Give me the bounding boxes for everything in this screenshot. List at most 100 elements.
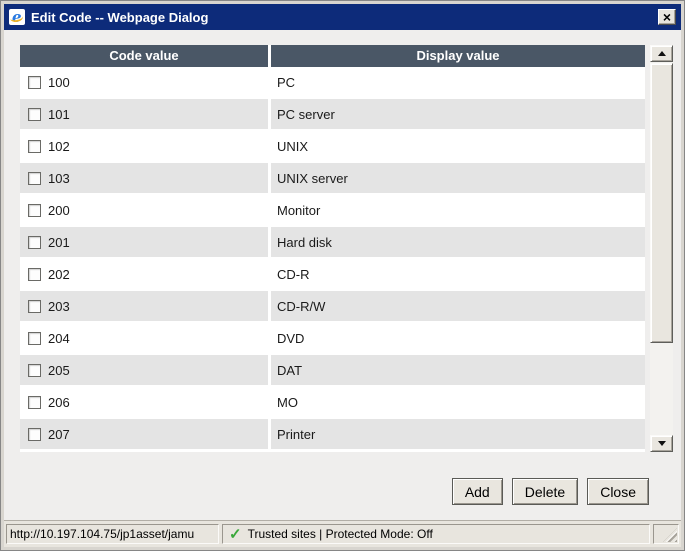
display-value: Printer <box>277 426 316 442</box>
table-row: 204 DVD <box>20 323 645 353</box>
code-value: 207 <box>48 426 70 442</box>
display-cell: MO <box>271 387 645 417</box>
add-button[interactable]: Add <box>451 478 503 505</box>
code-value: 203 <box>48 298 70 314</box>
code-cell: 204 <box>20 323 268 353</box>
dialog-inner: Edit Code -- Webpage Dialog × Code value… <box>4 4 681 547</box>
display-value: MO <box>277 394 298 410</box>
row-checkbox[interactable] <box>28 267 41 281</box>
table-row: 202 CD-R <box>20 259 645 289</box>
table-header-row: Code value Display value <box>20 45 645 67</box>
row-checkbox[interactable] <box>28 235 41 249</box>
row-checkbox[interactable] <box>28 171 41 185</box>
scroll-up-button[interactable] <box>650 45 673 62</box>
code-table: Code value Display value 100 PC 101 PC s… <box>20 45 645 452</box>
row-checkbox[interactable] <box>28 107 41 121</box>
code-value: 204 <box>48 330 70 346</box>
dialog-title: Edit Code -- Webpage Dialog <box>31 9 209 25</box>
button-row: Add Delete Close <box>451 478 649 505</box>
display-cell: DVD <box>271 323 645 353</box>
code-cell: 201 <box>20 227 268 257</box>
status-grip-panel <box>653 524 679 544</box>
row-checkbox[interactable] <box>28 363 41 377</box>
down-arrow-icon <box>657 441 666 446</box>
code-cell: 202 <box>20 259 268 289</box>
table-row: 207 Printer <box>20 419 645 449</box>
table-row: 201 Hard disk <box>20 227 645 257</box>
row-checkbox[interactable] <box>28 331 41 345</box>
display-value: UNIX <box>277 138 309 154</box>
display-cell: UNIX server <box>271 163 645 193</box>
dialog-body: Code value Display value 100 PC 101 PC s… <box>4 30 681 520</box>
display-cell: Hard disk <box>271 227 645 257</box>
display-cell: Monitor <box>271 195 645 225</box>
code-value: 101 <box>48 106 70 122</box>
code-cell: 100 <box>20 67 268 97</box>
display-value: PC server <box>277 106 335 122</box>
table-row: 206 MO <box>20 387 645 417</box>
display-value: Monitor <box>277 202 321 218</box>
code-cell: 207 <box>20 419 268 449</box>
code-cell: 203 <box>20 291 268 321</box>
row-checkbox[interactable] <box>28 299 41 313</box>
close-button[interactable]: Close <box>587 478 649 505</box>
vertical-scrollbar[interactable] <box>650 45 673 452</box>
display-value: DVD <box>277 330 305 346</box>
status-url-panel: http://10.197.104.75/jp1asset/jamu <box>6 524 219 544</box>
trusted-check-icon: ✓ <box>229 525 242 543</box>
status-zone-text: Trusted sites | Protected Mode: Off <box>247 527 433 541</box>
code-value: 206 <box>48 394 70 410</box>
code-value: 200 <box>48 202 70 218</box>
row-checkbox[interactable] <box>28 395 41 409</box>
delete-button[interactable]: Delete <box>511 478 579 505</box>
table-row: 203 CD-R/W <box>20 291 645 321</box>
display-cell: DAT <box>271 355 645 385</box>
display-cell: CD-R <box>271 259 645 289</box>
table-row: 205 DAT <box>20 355 645 385</box>
title-bar: Edit Code -- Webpage Dialog × <box>4 4 681 30</box>
code-cell: 103 <box>20 163 268 193</box>
code-value: 205 <box>48 362 70 378</box>
code-cell: 101 <box>20 99 268 129</box>
internet-explorer-icon <box>9 8 25 26</box>
row-checkbox[interactable] <box>28 75 41 89</box>
table-row: 101 PC server <box>20 99 645 129</box>
close-window-button[interactable]: × <box>658 9 676 25</box>
table-row: 103 UNIX server <box>20 163 645 193</box>
display-cell: PC server <box>271 99 645 129</box>
code-value: 103 <box>48 170 70 186</box>
code-value: 201 <box>48 234 70 250</box>
row-checkbox[interactable] <box>28 427 41 441</box>
display-cell: CD-R/W <box>271 291 645 321</box>
display-cell: Printer <box>271 419 645 449</box>
display-value: UNIX server <box>277 170 348 186</box>
display-value: CD-R <box>277 266 310 282</box>
scroll-down-button[interactable] <box>650 435 673 452</box>
table-row: 102 UNIX <box>20 131 645 161</box>
code-value: 100 <box>48 74 70 90</box>
display-value: CD-R/W <box>277 298 326 314</box>
code-value: 202 <box>48 266 70 282</box>
table-row: 100 PC <box>20 67 645 97</box>
up-arrow-icon <box>657 51 666 56</box>
status-bar: http://10.197.104.75/jp1asset/jamu ✓ Tru… <box>4 520 681 547</box>
scrollbar-thumb[interactable] <box>650 63 673 343</box>
status-zone-panel: ✓ Trusted sites | Protected Mode: Off <box>222 524 650 544</box>
row-checkbox[interactable] <box>28 203 41 217</box>
code-cell: 206 <box>20 387 268 417</box>
status-url: http://10.197.104.75/jp1asset/jamu <box>10 527 195 541</box>
table-row: 200 Monitor <box>20 195 645 225</box>
resize-grip[interactable] <box>663 528 677 542</box>
display-cell: UNIX <box>271 131 645 161</box>
display-value: PC <box>277 74 296 90</box>
row-checkbox[interactable] <box>28 139 41 153</box>
display-value: DAT <box>277 362 303 378</box>
display-value: Hard disk <box>277 234 332 250</box>
display-cell: PC <box>271 67 645 97</box>
table-body: 100 PC 101 PC server 102 UNIX 103 UNIX s… <box>20 67 645 449</box>
code-cell: 205 <box>20 355 268 385</box>
column-header-code-value: Code value <box>20 45 268 67</box>
code-cell: 102 <box>20 131 268 161</box>
code-value: 102 <box>48 138 70 154</box>
